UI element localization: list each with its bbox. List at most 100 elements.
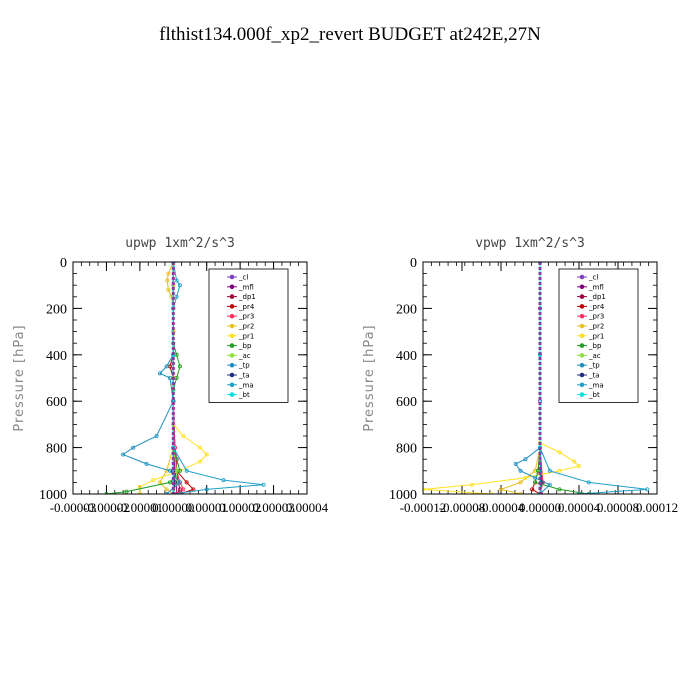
data-point [469,482,474,487]
legend-marker [229,343,235,348]
legend-marker [579,304,585,309]
data-point [151,478,156,483]
legend-marker [579,323,585,329]
data-point [154,433,159,438]
legend-marker [229,274,235,280]
data-point [177,480,182,485]
legend-marker [229,362,235,368]
legend-label: _bt [238,391,250,399]
data-point [557,468,562,473]
y-tick-label: 0 [410,256,417,271]
data-point [184,468,189,473]
x-tick-label: -0.00002 [83,500,130,515]
data-point [547,482,552,487]
x-tick-label: 0.00002 [219,500,261,515]
data-point [198,445,203,450]
data-point [166,271,171,276]
data-point [181,433,186,438]
x-tick-label: 0.00004 [558,500,601,515]
data-point [164,364,169,369]
data-point [174,294,179,299]
legend-label: _ac [238,352,251,360]
data-point [221,478,226,483]
data-point [577,464,582,469]
data-point [144,461,149,466]
legend-marker [579,313,585,319]
legend-marker [579,333,585,339]
y-tick-label: 0 [60,256,67,271]
legend-label: _bp [588,342,602,350]
x-tick-label: 0.00000 [519,500,561,515]
legend-marker [579,382,585,388]
x-tick-label: -0.00008 [439,500,486,515]
legend-marker [229,294,235,299]
data-point [157,371,162,376]
legend-marker [229,392,235,397]
legend-label: _ma [238,381,254,389]
figure-title: flthist134.000f_xp2_revert BUDGET at242E… [159,24,541,45]
data-point [181,487,186,492]
x-tick-label: 0.00004 [286,500,329,515]
x-tick-label: -0.00012 [400,500,447,515]
series-line-tp [122,262,181,494]
legend-marker [579,274,585,280]
panel-title: vpwp 1xm^2/s^3 [475,236,585,251]
data-point [204,487,209,492]
data-point [547,468,552,473]
legend-label: _cl [238,274,248,282]
data-point [198,459,203,464]
legend-label: _pr2 [238,323,254,331]
legend-label: _pr2 [588,323,604,331]
legend-label: _pr1 [238,332,254,340]
data-point [204,452,209,457]
y-tick-label: 400 [46,349,67,364]
legend-marker [579,343,585,348]
data-point [121,452,126,457]
data-point [164,487,169,492]
y-tick-label: 1000 [389,488,417,503]
legend-marker [579,392,585,397]
legend-label: _pr3 [238,313,254,321]
legend-marker [229,284,235,290]
legend-marker [229,382,235,388]
x-tick-label: 0.00000 [152,500,194,515]
data-point [131,445,136,450]
legend-marker [579,372,585,378]
legend-label: _bt [588,391,600,399]
data-point [513,461,518,466]
x-tick-label: -0.00001 [117,500,164,515]
data-point [261,482,266,487]
data-point [167,480,172,485]
data-point [498,487,503,492]
y-axis-label: Pressure [hPa] [12,324,27,431]
y-tick-label: 600 [46,395,67,410]
data-point [174,375,179,380]
panel-upwp: upwp 1xm^2/s^3 Pressure [hPa] 0 200 400 600 80… [12,236,329,515]
legend-marker [579,353,585,358]
x-tick-label: 0.00003 [252,500,294,515]
panel-vpwp: vpwp 1xm^2/s^3 Pressure [hPa] 0 200 400 600 80… [362,236,678,515]
legend-label: _mfl [238,283,254,291]
legend-label: _ac [588,352,601,360]
legend-marker [579,284,585,290]
legend-label: _ta [238,372,250,380]
data-point [557,450,562,455]
legend-box [558,268,639,403]
panel-title: upwp 1xm^2/s^3 [125,236,235,251]
legend-marker [579,294,585,299]
x-tick-label: -0.00004 [478,500,525,515]
series-line-pr1 [423,262,581,494]
data-point [165,278,170,283]
data-point [124,489,129,494]
y-axis-label: Pressure [hPa] [362,324,377,431]
legend-label: _tp [238,362,250,370]
legend-label: _pr3 [588,313,604,321]
data-point [166,287,171,292]
legend-label: _pr4 [588,303,605,311]
legend-label: _bp [238,342,252,350]
series-line-pr2 [499,262,541,494]
legend-marker [229,353,235,358]
plot-frame [72,261,308,495]
plot-frame [422,261,658,495]
